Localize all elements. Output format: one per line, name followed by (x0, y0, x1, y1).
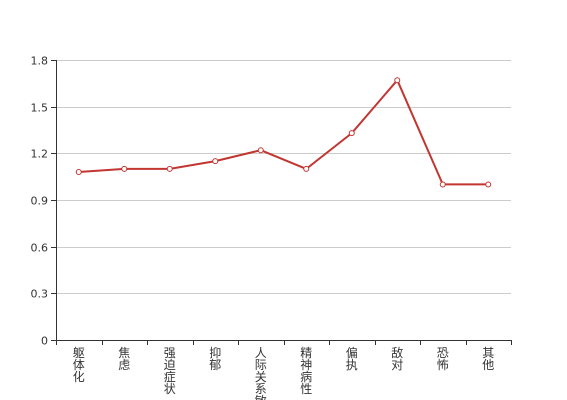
grid-lines (56, 60, 511, 294)
data-point[interactable] (166, 165, 173, 172)
data-point[interactable] (394, 77, 401, 84)
y-tick-label: 0 (41, 335, 48, 348)
data-point[interactable] (485, 181, 492, 188)
x-tick-label: 强迫症状 (164, 346, 176, 396)
y-tick-label: 0.9 (31, 195, 49, 208)
y-tick-label: 1.8 (31, 55, 49, 68)
y-tick-label: 1.2 (31, 148, 49, 161)
y-tick-label: 0.3 (31, 288, 49, 301)
data-points (75, 77, 492, 188)
series-line-0 (78, 79, 489, 186)
x-tick-label: 恐怖 (437, 346, 449, 372)
x-tick-label: 人际关系敏感 (255, 346, 267, 400)
y-tick-label: 0.6 (31, 242, 49, 255)
data-point[interactable] (212, 158, 219, 165)
y-tick-label: 1.5 (31, 102, 49, 115)
x-tick-label: 其他 (482, 346, 494, 372)
data-point[interactable] (257, 147, 264, 154)
series-line (78, 79, 489, 186)
data-point[interactable] (75, 169, 82, 175)
data-point[interactable] (348, 130, 355, 137)
x-tick-label: 偏执 (346, 345, 358, 372)
data-point[interactable] (439, 181, 446, 188)
x-tick-label: 躯体化 (73, 345, 85, 384)
y-tick-labels: 0 0.3 0.6 0.9 1.2 1.5 1.8 (31, 55, 49, 348)
data-point[interactable] (303, 165, 310, 172)
x-tick-label: 精神病性 (300, 346, 312, 396)
x-tick-label: 抑郁 (209, 345, 221, 372)
x-tick-labels: 躯体化 焦虑 强迫症状 抑郁 人际关系敏感 精神病性 偏执 敌对 恐怖 其他 (73, 345, 495, 400)
x-tick-label: 焦虑 (118, 346, 130, 372)
data-point[interactable] (121, 165, 128, 172)
x-tick-label: 敌对 (391, 345, 403, 372)
axes (51, 60, 512, 345)
